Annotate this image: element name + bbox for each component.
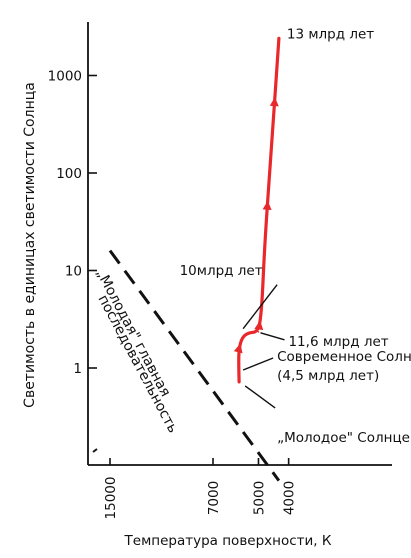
sun-track-arrow [262, 200, 272, 211]
annotation-label: „Молодое" Солнце [277, 430, 410, 446]
annotations: 13 млрд лет 10млрд лет 11,6 млрд летСоврем… [180, 26, 411, 445]
sun-evolution-track [233, 36, 281, 384]
x-tick-label-15000: 15000 [103, 477, 119, 520]
y-tick-label-100: 100 [56, 166, 82, 182]
sun-track-line [237, 36, 281, 384]
sun-track-point [278, 37, 280, 40]
y-tick-label-1: 1 [73, 361, 82, 377]
sun-track-arrow [233, 343, 243, 354]
annotation-leader [242, 284, 278, 330]
y-tick-label-10: 10 [65, 264, 82, 280]
x-axis-label: Температура поверхности, К [124, 533, 332, 549]
y-axis-ticks: 1 10 100 1000 [48, 69, 97, 377]
sun-track-arrow [254, 320, 264, 331]
sun-track-point [241, 336, 243, 339]
annotation-leader [244, 385, 276, 409]
y-tick-label-1000: 1000 [48, 69, 82, 85]
main-sequence-label-1: „Молодая" главная [92, 266, 173, 399]
sun-track-point [263, 244, 266, 247]
sun-track-point [237, 363, 240, 365]
annotation-label: 11,6 млрд лет [288, 334, 388, 350]
x-axis-ticks: 15000 7000 5000 4000 [103, 458, 298, 519]
annotation-label: (4,5 млрд лет) [277, 368, 379, 384]
sun-track-point [260, 308, 263, 311]
sun-track-point [257, 331, 260, 333]
main-sequence-label-2: последовательность [94, 292, 180, 435]
sun-track-point [238, 381, 240, 383]
x-tick-label-7000: 7000 [206, 481, 222, 515]
x-tick-label-5000: 5000 [251, 481, 267, 515]
minor-mark [92, 448, 98, 453]
main-sequence-line [108, 249, 281, 482]
annotation-leader [260, 332, 285, 341]
sun-track-point [247, 331, 249, 334]
sun-track-point [270, 155, 272, 157]
annotation-label: Современное Солнце [277, 349, 411, 365]
annotation-label: 10млрд лет [180, 263, 263, 279]
y-axis-label: Светимость в единицах светимости Солнца [22, 82, 38, 408]
x-tick-label-4000: 4000 [282, 481, 298, 515]
annotation-leader [242, 357, 274, 371]
sun-track-arrow [269, 97, 279, 107]
annotation-label: 13 млрд лет [287, 26, 374, 42]
